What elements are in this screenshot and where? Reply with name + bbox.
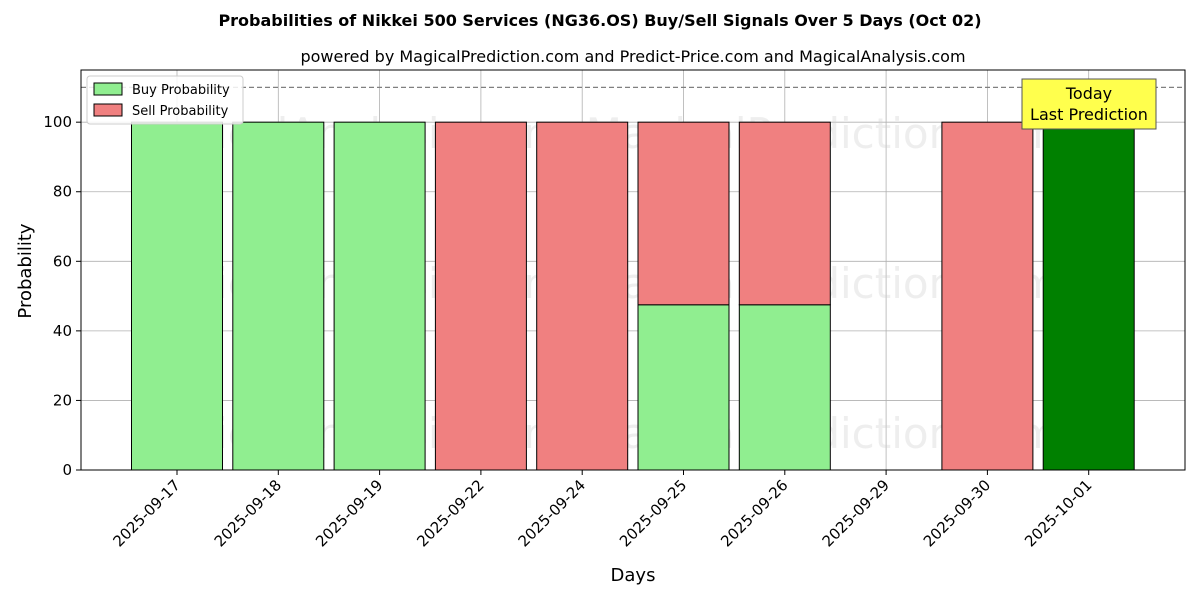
- chart-subtitle: powered by MagicalPrediction.com and Pre…: [300, 47, 965, 66]
- legend-swatch: [93, 82, 123, 96]
- x-tick-label: 2025-09-22: [413, 476, 487, 550]
- x-tick-label: 2025-09-18: [211, 476, 285, 550]
- annotation-box: [1021, 78, 1157, 130]
- buy-bar: [333, 121, 426, 471]
- legend: Buy Probability Sell Probability: [86, 75, 244, 125]
- sell-bar: [536, 121, 629, 471]
- plot-frame: [80, 69, 1186, 471]
- x-tick-label: 2025-09-29: [819, 476, 893, 550]
- y-tick-label: 40: [53, 322, 72, 340]
- y-tick-label: 60: [53, 252, 72, 270]
- annotation: Today Last Prediction: [1021, 78, 1157, 130]
- buy-bar: [1042, 121, 1135, 471]
- sell-bar: [738, 121, 831, 306]
- y-tick-label: 100: [43, 113, 72, 131]
- x-tick-label: 2025-09-25: [616, 476, 690, 550]
- x-tick-label: 2025-09-26: [717, 476, 791, 550]
- buy-bar: [131, 121, 223, 471]
- buy-bar: [738, 304, 831, 471]
- x-tick-label: 2025-09-30: [920, 476, 994, 550]
- annotation-text: Today: [1065, 84, 1112, 103]
- bars: [131, 121, 1135, 471]
- x-tick-label: 2025-09-24: [515, 476, 589, 550]
- buy-bar: [637, 304, 730, 471]
- buy-bar: [232, 121, 325, 471]
- x-tick-label: 2025-09-17: [109, 476, 183, 550]
- annotation-text: Last Prediction: [1030, 105, 1148, 124]
- x-tick-label: 2025-10-01: [1021, 476, 1095, 550]
- legend-label: Sell Probability: [132, 104, 229, 119]
- legend-box: [86, 75, 244, 125]
- sell-bar: [434, 121, 527, 471]
- x-axis-label: Days: [611, 565, 656, 586]
- y-axis-label: Probability: [15, 223, 36, 318]
- chart-title: Probabilities of Nikkei 500 Services (NG…: [218, 11, 981, 30]
- sell-bar: [941, 121, 1034, 471]
- y-tick-label: 20: [53, 391, 72, 409]
- legend-label: Buy Probability: [132, 83, 230, 98]
- x-tick-label: 2025-09-19: [312, 476, 386, 550]
- y-tick-label: 80: [53, 183, 72, 201]
- y-tick-label: 0: [62, 461, 72, 479]
- legend-swatch: [93, 103, 123, 117]
- sell-bar: [637, 121, 730, 306]
